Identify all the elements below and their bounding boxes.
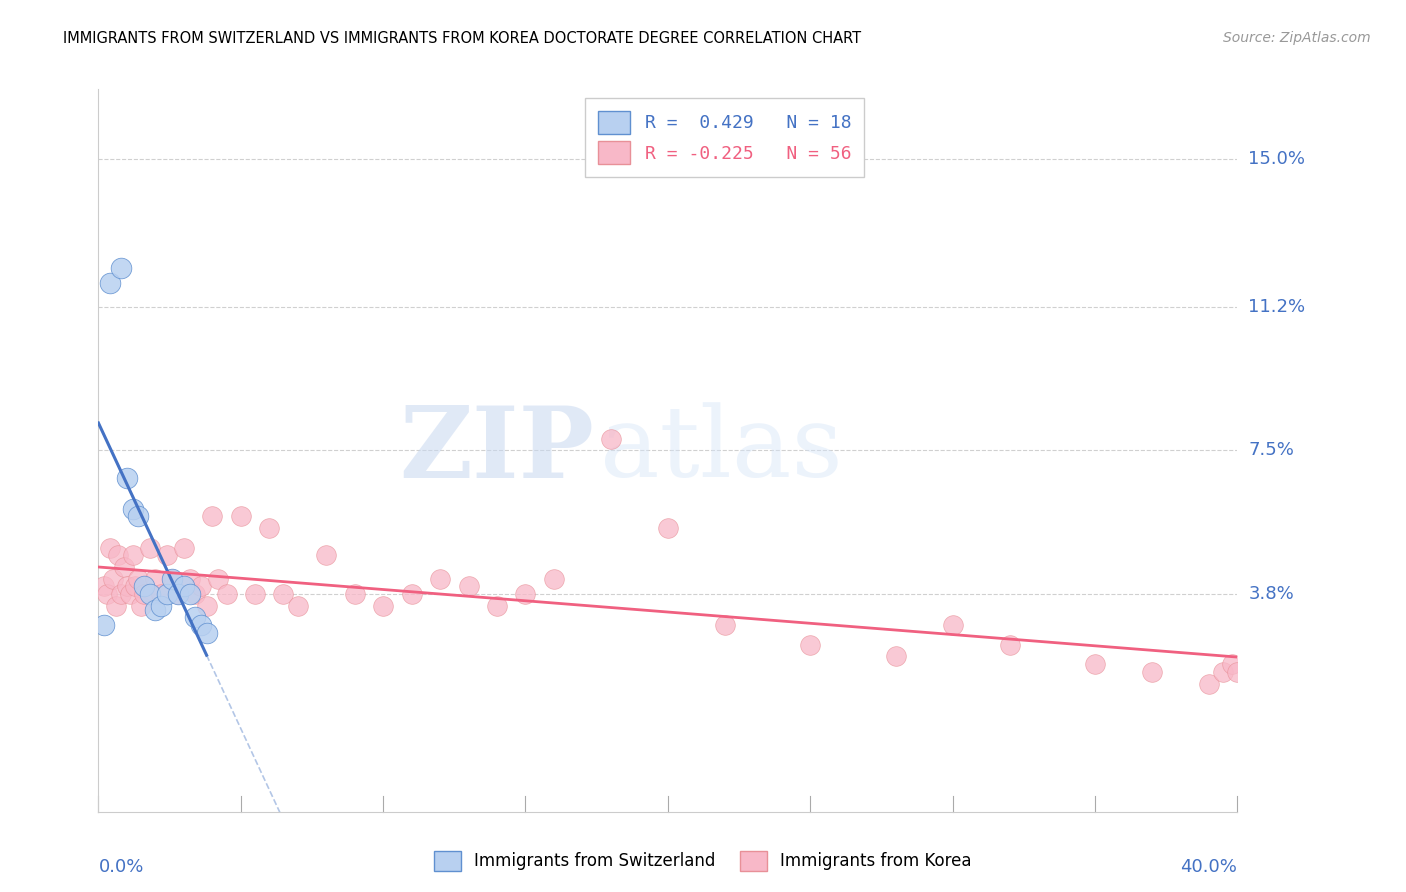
Point xyxy=(515,587,537,601)
Point xyxy=(167,587,190,601)
Point xyxy=(799,638,821,652)
Point xyxy=(98,277,121,291)
Point xyxy=(121,549,143,563)
Text: atlas: atlas xyxy=(599,402,842,499)
Point xyxy=(486,599,509,613)
Point xyxy=(884,649,907,664)
Point xyxy=(1220,657,1243,672)
Point xyxy=(998,638,1021,652)
Point xyxy=(107,549,129,563)
Point xyxy=(190,618,212,632)
Point xyxy=(121,501,143,516)
Point xyxy=(229,509,252,524)
Point xyxy=(98,541,121,555)
Text: Source: ZipAtlas.com: Source: ZipAtlas.com xyxy=(1223,31,1371,45)
Point xyxy=(243,587,266,601)
Point xyxy=(184,587,207,601)
Point xyxy=(112,560,135,574)
Point xyxy=(132,579,155,593)
Point xyxy=(1226,665,1249,679)
Point xyxy=(600,432,623,446)
Point xyxy=(156,549,179,563)
Point xyxy=(104,599,127,613)
Point xyxy=(145,572,167,586)
Text: 40.0%: 40.0% xyxy=(1181,858,1237,876)
Point xyxy=(150,587,173,601)
Text: IMMIGRANTS FROM SWITZERLAND VS IMMIGRANTS FROM KOREA DOCTORATE DEGREE CORRELATIO: IMMIGRANTS FROM SWITZERLAND VS IMMIGRANT… xyxy=(63,31,862,46)
Point xyxy=(315,549,337,563)
Point xyxy=(184,610,207,624)
Point xyxy=(96,587,118,601)
Point xyxy=(129,599,152,613)
Point xyxy=(215,587,238,601)
Point xyxy=(132,587,155,601)
Point xyxy=(1212,665,1234,679)
Point xyxy=(127,509,149,524)
Point xyxy=(101,572,124,586)
Point xyxy=(167,587,190,601)
Point xyxy=(207,572,229,586)
Text: 15.0%: 15.0% xyxy=(1249,150,1305,168)
Legend: R =  0.429   N = 18, R = -0.225   N = 56: R = 0.429 N = 18, R = -0.225 N = 56 xyxy=(585,98,863,178)
Point xyxy=(273,587,295,601)
Point xyxy=(115,579,138,593)
Point xyxy=(714,618,737,632)
Text: 7.5%: 7.5% xyxy=(1249,442,1295,459)
Point xyxy=(201,509,224,524)
Point xyxy=(115,470,138,484)
Point xyxy=(110,260,132,275)
Point xyxy=(127,572,149,586)
Point xyxy=(138,587,160,601)
Point xyxy=(173,541,195,555)
Point xyxy=(543,572,565,586)
Point xyxy=(457,579,479,593)
Point xyxy=(373,599,395,613)
Point xyxy=(162,572,184,586)
Point xyxy=(1198,676,1220,690)
Point xyxy=(657,521,679,535)
Point xyxy=(110,587,132,601)
Point xyxy=(173,579,195,593)
Point xyxy=(343,587,366,601)
Point xyxy=(179,572,201,586)
Point xyxy=(124,579,146,593)
Legend: Immigrants from Switzerland, Immigrants from Korea: Immigrants from Switzerland, Immigrants … xyxy=(426,842,980,880)
Point xyxy=(942,618,965,632)
Point xyxy=(138,541,160,555)
Point xyxy=(259,521,281,535)
Point xyxy=(429,572,451,586)
Point xyxy=(162,572,184,586)
Text: 3.8%: 3.8% xyxy=(1249,585,1294,603)
Point xyxy=(150,599,173,613)
Point xyxy=(1140,665,1163,679)
Point xyxy=(93,579,115,593)
Text: ZIP: ZIP xyxy=(399,402,593,499)
Point xyxy=(195,599,218,613)
Point xyxy=(1084,657,1107,672)
Text: 11.2%: 11.2% xyxy=(1249,298,1306,316)
Point xyxy=(156,587,179,601)
Point xyxy=(195,626,218,640)
Point xyxy=(93,618,115,632)
Point xyxy=(118,587,141,601)
Point xyxy=(179,587,201,601)
Point xyxy=(145,603,167,617)
Point xyxy=(190,579,212,593)
Point xyxy=(287,599,309,613)
Text: 0.0%: 0.0% xyxy=(98,858,143,876)
Point xyxy=(401,587,423,601)
